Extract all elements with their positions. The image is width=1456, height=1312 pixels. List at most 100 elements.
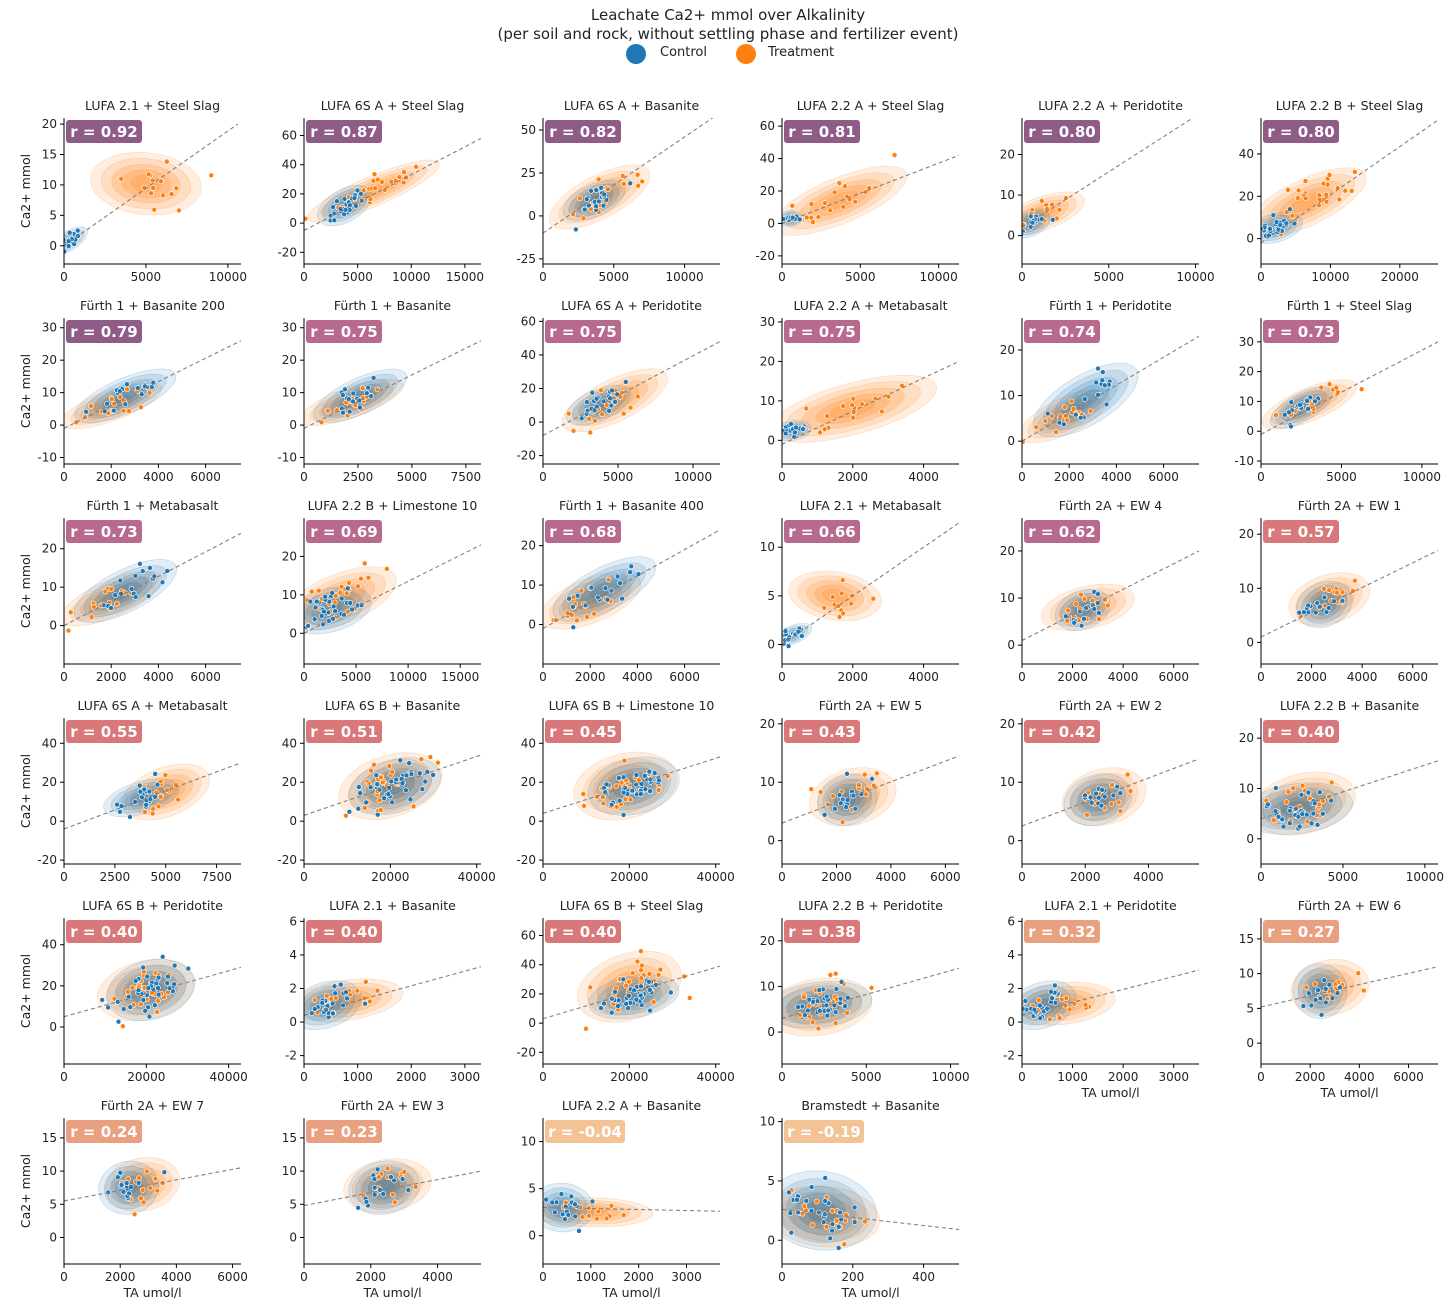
- y-tick-label: 20: [521, 381, 536, 395]
- treatment-point: [88, 614, 95, 620]
- x-tick-label: 15000: [446, 270, 484, 284]
- control-point: [820, 1219, 827, 1225]
- treatment-point: [848, 600, 854, 607]
- treatment-point: [73, 419, 80, 426]
- y-tick-label: 0: [49, 239, 57, 253]
- x-tick-label: 4000: [1108, 670, 1139, 684]
- y-tick-label: 20: [282, 187, 297, 201]
- plot-area: [543, 948, 720, 1032]
- treatment-point: [874, 770, 880, 777]
- control-point: [132, 978, 139, 984]
- x-tick-label: 10000: [674, 470, 712, 484]
- control-point: [584, 399, 590, 405]
- x-tick-label: 2000: [821, 870, 852, 884]
- x-tick-label: 1000: [576, 1270, 607, 1284]
- treatment-point: [832, 970, 839, 977]
- plot-area: [782, 152, 959, 236]
- trend-line: [304, 137, 481, 231]
- treatment-point: [382, 187, 388, 193]
- x-tick-label: 10000: [1311, 270, 1349, 284]
- control-point: [608, 402, 615, 409]
- x-tick-label: 0: [539, 1070, 547, 1084]
- treatment-point: [1039, 198, 1045, 204]
- treatment-point: [354, 987, 361, 994]
- y-tick-label: 10: [282, 386, 297, 400]
- treatment-point: [175, 796, 181, 803]
- treatment-point: [587, 429, 594, 436]
- y-tick-label: -2: [285, 1049, 297, 1063]
- treatment-point: [838, 590, 845, 597]
- control-point: [355, 805, 362, 812]
- control-point: [365, 384, 371, 391]
- control-point: [589, 389, 596, 396]
- treatment-point: [1062, 404, 1068, 410]
- panel: 0 5 10 0 200 400 Bramstedt + Basanite r = -0.19…: [760, 1098, 959, 1300]
- treatment-point: [627, 796, 634, 803]
- trend-line: [1261, 549, 1438, 638]
- treatment-point: [140, 1199, 147, 1206]
- y-tick-label: 20: [521, 775, 536, 789]
- control-point: [1087, 794, 1094, 801]
- treatment-point: [829, 1207, 836, 1214]
- treatment-point: [160, 192, 166, 199]
- treatment-point: [91, 603, 97, 610]
- control-point: [869, 776, 875, 782]
- treatment-point: [595, 1208, 602, 1215]
- plot-area: [543, 341, 720, 436]
- y-tick-label: 2: [1007, 981, 1015, 995]
- x-tick-label: 5000: [131, 270, 162, 284]
- treatment-point: [324, 992, 330, 999]
- control-point: [357, 790, 364, 796]
- control-point: [1273, 219, 1280, 225]
- control-point: [646, 768, 653, 775]
- x-tick-label: 6000: [190, 470, 221, 484]
- treatment-point: [577, 195, 583, 202]
- y-tick-label: -20: [755, 249, 775, 263]
- control-point: [1114, 783, 1121, 790]
- y-tick-label: -20: [277, 245, 297, 259]
- treatment-point: [1058, 996, 1065, 1003]
- control-point: [1265, 801, 1271, 808]
- treatment-point: [1066, 1006, 1073, 1013]
- y-tick-label: 10: [42, 178, 57, 192]
- y-axis-label: Ca2+ mmol: [18, 754, 33, 828]
- treatment-point: [829, 594, 836, 600]
- control-point: [363, 799, 369, 806]
- control-point: [1295, 813, 1302, 820]
- control-point: [356, 397, 363, 404]
- x-tick-label: 0: [539, 870, 547, 884]
- control-point: [139, 794, 145, 801]
- control-point: [1305, 602, 1311, 609]
- treatment-point: [1290, 785, 1297, 791]
- control-point: [1099, 787, 1105, 793]
- treatment-point: [618, 779, 625, 786]
- treatment-point: [839, 819, 846, 826]
- treatment-point: [1352, 577, 1358, 584]
- treatment-point: [374, 987, 381, 994]
- correlation-badge: [306, 520, 382, 543]
- control-point: [116, 388, 123, 394]
- control-point: [1082, 792, 1088, 799]
- correlation-label: r = 0.75: [788, 323, 855, 341]
- treatment-point: [150, 185, 156, 191]
- control-point: [1029, 219, 1036, 226]
- control-point: [357, 404, 363, 411]
- treatment-point: [634, 393, 641, 400]
- control-point: [821, 811, 828, 818]
- y-tick-label: 30: [1239, 335, 1254, 349]
- treatment-point: [1334, 589, 1340, 596]
- treatment-point: [1326, 587, 1332, 593]
- control-point: [1320, 810, 1326, 817]
- x-tick-label: 40000: [697, 870, 735, 884]
- x-tick-label: 0: [300, 670, 308, 684]
- x-tick-label: 4000: [161, 1270, 192, 1284]
- x-tick-label: 0: [1257, 870, 1265, 884]
- correlation-label: r = 0.43: [788, 723, 855, 741]
- control-point: [838, 1216, 845, 1223]
- x-tick-label: 2000: [623, 1270, 654, 1284]
- correlation-label: r = 0.40: [70, 923, 137, 941]
- treatment-point: [367, 998, 373, 1005]
- panel: 0 10 20 0 2000 4000 6000 Fürth 1 + Metabasalt r …: [18, 498, 241, 684]
